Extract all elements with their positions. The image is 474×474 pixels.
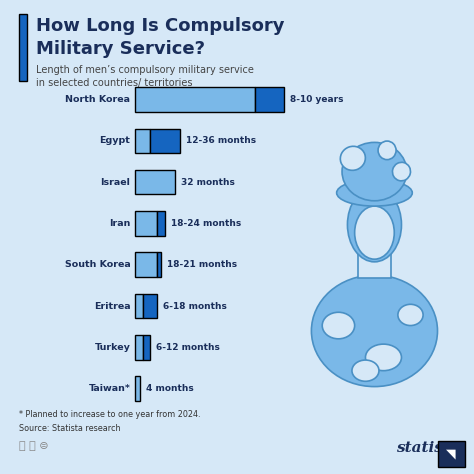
- FancyBboxPatch shape: [157, 253, 161, 277]
- Text: 6-12 months: 6-12 months: [155, 343, 219, 352]
- Text: 6-18 months: 6-18 months: [163, 301, 227, 310]
- FancyBboxPatch shape: [135, 87, 255, 112]
- FancyBboxPatch shape: [438, 441, 465, 467]
- FancyBboxPatch shape: [135, 170, 175, 194]
- Text: Military Service?: Military Service?: [36, 40, 205, 58]
- FancyBboxPatch shape: [135, 211, 157, 236]
- Ellipse shape: [322, 312, 355, 339]
- Ellipse shape: [392, 162, 410, 181]
- Text: 12-36 months: 12-36 months: [185, 137, 255, 146]
- Text: Ⓒ ⓘ ⊜: Ⓒ ⓘ ⊜: [19, 441, 48, 451]
- FancyBboxPatch shape: [255, 87, 284, 112]
- FancyBboxPatch shape: [135, 253, 157, 277]
- Text: 8-10 years: 8-10 years: [290, 95, 344, 104]
- Ellipse shape: [398, 304, 423, 326]
- Text: Source: Statista research: Source: Statista research: [19, 424, 120, 433]
- Text: North Korea: North Korea: [65, 95, 130, 104]
- Text: statista: statista: [396, 441, 460, 455]
- Text: Turkey: Turkey: [94, 343, 130, 352]
- Ellipse shape: [337, 180, 412, 206]
- Text: Eritrea: Eritrea: [94, 301, 130, 310]
- FancyBboxPatch shape: [135, 376, 140, 401]
- Ellipse shape: [355, 206, 394, 259]
- FancyBboxPatch shape: [150, 128, 180, 153]
- Text: 32 months: 32 months: [181, 178, 235, 187]
- FancyBboxPatch shape: [157, 211, 165, 236]
- Ellipse shape: [342, 142, 407, 201]
- Text: ◥: ◥: [447, 447, 456, 461]
- Ellipse shape: [365, 344, 401, 371]
- Text: How Long Is Compulsory: How Long Is Compulsory: [36, 17, 284, 35]
- Text: 18-21 months: 18-21 months: [167, 260, 237, 269]
- Ellipse shape: [311, 275, 438, 387]
- Text: * Planned to increase to one year from 2024.: * Planned to increase to one year from 2…: [19, 410, 201, 419]
- Text: Egypt: Egypt: [100, 137, 130, 146]
- Text: 4 months: 4 months: [146, 384, 193, 393]
- Text: in selected countries/ territories: in selected countries/ territories: [36, 78, 192, 88]
- FancyBboxPatch shape: [135, 335, 143, 360]
- FancyBboxPatch shape: [135, 294, 143, 319]
- FancyBboxPatch shape: [143, 335, 150, 360]
- Text: 18-24 months: 18-24 months: [171, 219, 241, 228]
- Ellipse shape: [347, 188, 401, 262]
- FancyBboxPatch shape: [358, 246, 391, 278]
- Ellipse shape: [340, 146, 365, 170]
- Text: South Korea: South Korea: [64, 260, 130, 269]
- Ellipse shape: [378, 141, 396, 160]
- Text: Israel: Israel: [100, 178, 130, 187]
- Text: Iran: Iran: [109, 219, 130, 228]
- Ellipse shape: [352, 360, 379, 381]
- Text: Length of men’s compulsory military service: Length of men’s compulsory military serv…: [36, 65, 254, 75]
- Text: Taiwan*: Taiwan*: [89, 384, 130, 393]
- FancyBboxPatch shape: [135, 128, 150, 153]
- FancyBboxPatch shape: [143, 294, 157, 319]
- FancyBboxPatch shape: [19, 14, 27, 81]
